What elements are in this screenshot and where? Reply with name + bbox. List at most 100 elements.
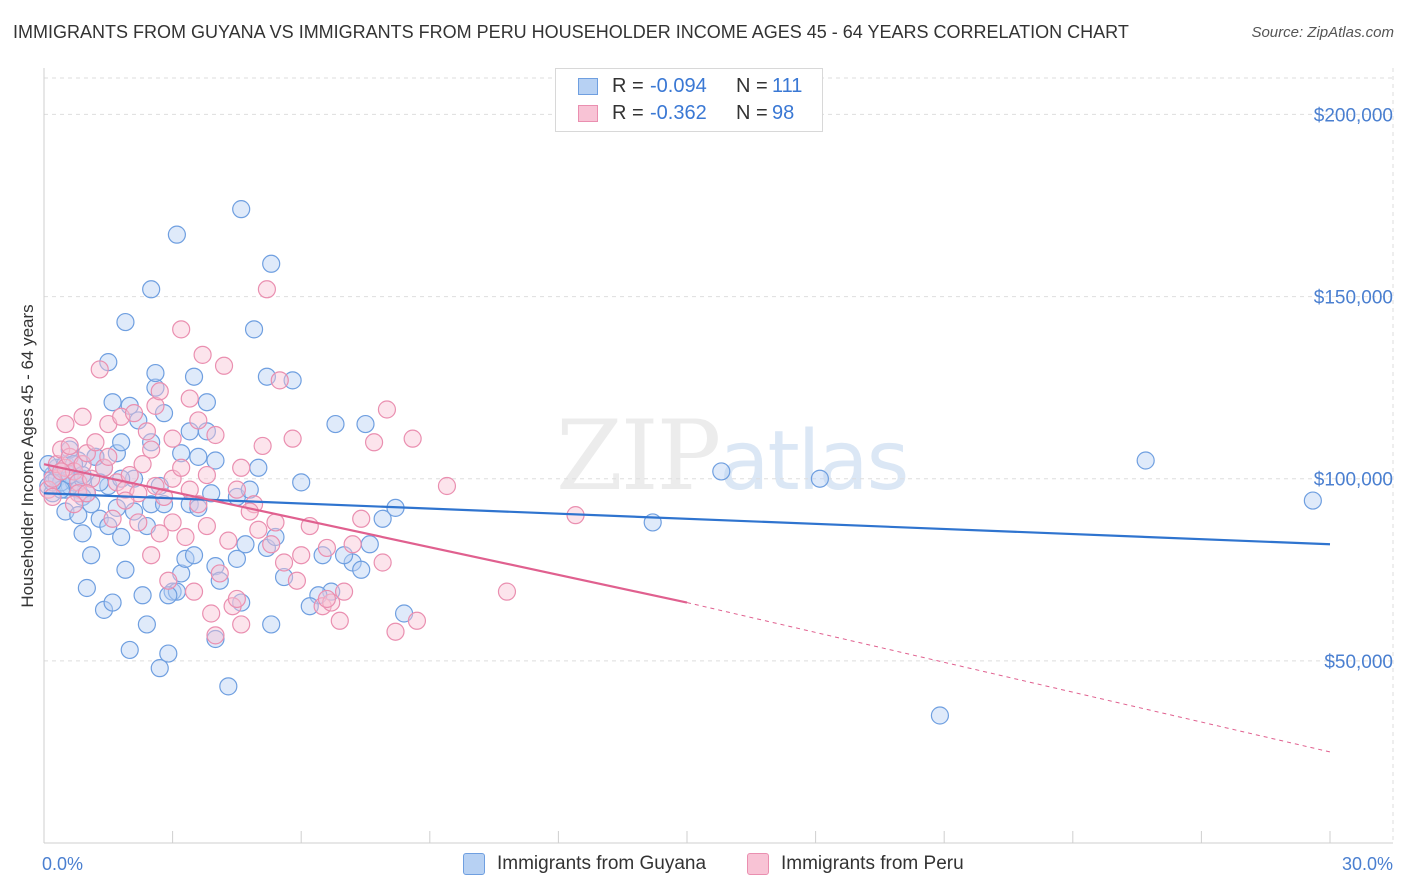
data-point — [326, 414, 345, 434]
data-point — [352, 509, 371, 528]
data-point — [189, 447, 208, 466]
n-value: 98 — [772, 102, 795, 124]
data-point — [77, 484, 96, 503]
data-point — [56, 414, 75, 434]
data-point — [227, 549, 246, 568]
data-point — [133, 455, 152, 474]
data-point — [330, 611, 349, 630]
r-value: -0.094 — [650, 75, 707, 97]
data-point — [283, 429, 302, 448]
data-point — [214, 356, 234, 375]
data-point — [236, 535, 255, 554]
data-point — [146, 396, 165, 415]
data-point — [172, 320, 191, 339]
guyana-swatch — [463, 853, 485, 875]
stats-row-peru: R = -0.362 N = 98 — [556, 102, 822, 128]
data-point — [373, 509, 392, 528]
data-point — [172, 458, 191, 477]
data-point — [407, 611, 427, 630]
grid-lines — [44, 68, 1394, 843]
data-point — [300, 597, 319, 616]
data-point — [240, 502, 259, 521]
data-point — [1303, 491, 1322, 510]
data-point — [129, 513, 148, 532]
data-point — [103, 509, 122, 528]
data-point — [266, 513, 285, 532]
data-point — [150, 659, 169, 678]
data-point — [172, 444, 191, 463]
trend-line-guyana — [43, 492, 1331, 546]
data-point — [159, 571, 178, 590]
data-point — [103, 393, 122, 412]
data-point — [202, 604, 221, 623]
data-point — [373, 553, 392, 572]
data-point — [120, 640, 139, 660]
data-point — [69, 506, 88, 525]
data-point — [64, 495, 84, 514]
data-point — [142, 280, 161, 299]
axes — [43, 68, 1393, 844]
data-point — [262, 254, 281, 273]
stats-row-guyana: R = -0.094 N = 111 — [556, 75, 822, 101]
data-point — [360, 535, 379, 554]
data-point — [197, 516, 216, 536]
watermark-atlas: atlas — [719, 414, 909, 509]
data-point — [227, 589, 246, 609]
data-point — [232, 615, 251, 634]
data-point — [142, 440, 161, 459]
data-point — [244, 320, 264, 339]
data-point — [287, 571, 307, 590]
data-point — [930, 706, 950, 725]
data-point — [197, 393, 216, 412]
stats-box: R = -0.094 N = 111 R = -0.362 N = 98 — [555, 68, 823, 132]
data-point — [77, 578, 96, 598]
chart-title: IMMIGRANTS FROM GUYANA VS IMMIGRANTS FRO… — [13, 22, 1129, 42]
r-label: R = — [612, 75, 644, 97]
data-point — [274, 553, 294, 572]
trend-lines — [43, 463, 1331, 753]
data-point — [150, 382, 169, 401]
data-point — [352, 560, 371, 579]
y-tick-label: $50,000 — [1324, 652, 1393, 673]
source-label: Source: ZipAtlas.com — [1251, 24, 1394, 41]
data-point — [73, 524, 92, 543]
data-point — [403, 429, 422, 448]
watermark-zip: ZIP — [556, 400, 721, 512]
data-point — [184, 367, 204, 386]
data-point — [227, 480, 246, 499]
data-point — [283, 371, 302, 390]
legend-label: Immigrants from Guyana — [497, 853, 707, 874]
data-point — [364, 433, 384, 452]
y-tick-label: $100,000 — [1314, 470, 1393, 491]
data-point — [150, 524, 169, 543]
data-point — [343, 535, 362, 554]
data-point — [124, 404, 144, 423]
data-point — [116, 560, 135, 579]
data-point — [219, 677, 238, 696]
data-point — [497, 582, 517, 601]
legend-label: Immigrants from Peru — [781, 853, 964, 874]
series-guyana-points — [39, 200, 1322, 725]
data-point — [810, 469, 829, 488]
peru-swatch — [747, 853, 769, 875]
data-point — [257, 280, 277, 299]
data-point — [386, 622, 405, 641]
data-point — [142, 433, 161, 452]
peru-swatch — [578, 105, 598, 122]
x-tick-labels: 0.0% 30.0% — [42, 854, 1393, 874]
x-tick-label: 30.0% — [1342, 854, 1393, 874]
data-point — [1136, 451, 1155, 470]
data-point — [184, 546, 204, 565]
data-point — [116, 312, 135, 332]
y-tick-label: $200,000 — [1314, 105, 1393, 126]
data-point — [180, 389, 199, 408]
data-point — [292, 473, 311, 492]
data-point — [159, 644, 178, 663]
data-point — [253, 436, 272, 456]
data-point — [146, 363, 165, 383]
data-point — [90, 360, 109, 379]
data-point — [317, 538, 337, 558]
data-point — [712, 462, 731, 481]
data-point — [437, 476, 457, 496]
data-point — [377, 400, 397, 419]
